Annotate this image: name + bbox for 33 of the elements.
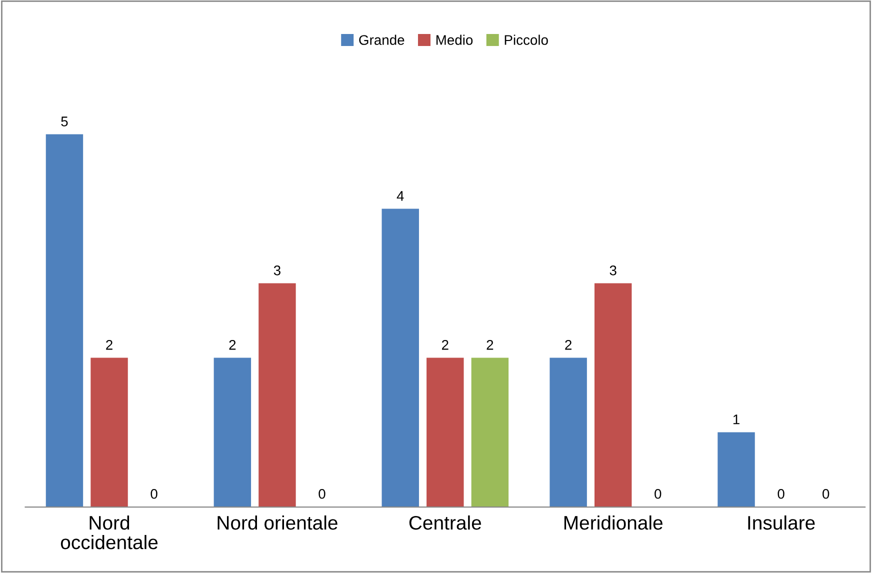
bar (594, 283, 632, 508)
bar (382, 208, 419, 508)
x-tick-label: Nord orientale (218, 515, 338, 530)
legend-label: Grande (359, 34, 404, 45)
x-tick-label: Centrale (409, 515, 482, 530)
data-label: 2 (106, 340, 112, 350)
data-label: 5 (61, 116, 68, 126)
data-label: 2 (486, 340, 494, 350)
x-tick-label: Nord occidentale (60, 515, 158, 550)
bar (90, 358, 128, 508)
data-label: 0 (150, 488, 158, 499)
data-label: 0 (778, 488, 784, 499)
bar (471, 358, 509, 508)
data-label: 0 (822, 488, 830, 499)
data-label: 0 (318, 488, 326, 499)
x-tick-label: Insulare (748, 515, 815, 530)
legend-label: Piccolo (504, 34, 548, 45)
data-label: 0 (654, 488, 662, 499)
data-label: 2 (565, 340, 572, 350)
data-label: 3 (610, 266, 616, 276)
data-label: 2 (442, 340, 448, 350)
bar (214, 358, 252, 508)
legend-label: Medio (436, 34, 473, 45)
bar (718, 432, 755, 508)
bar (46, 134, 84, 508)
x-tick-label: Meridionale (564, 515, 662, 530)
bar (258, 283, 296, 508)
data-label: 4 (396, 191, 404, 201)
data-label: 2 (229, 340, 236, 350)
data-label: 1 (733, 414, 740, 424)
bar (426, 358, 464, 508)
bar (550, 358, 587, 508)
data-label: 3 (274, 266, 280, 276)
